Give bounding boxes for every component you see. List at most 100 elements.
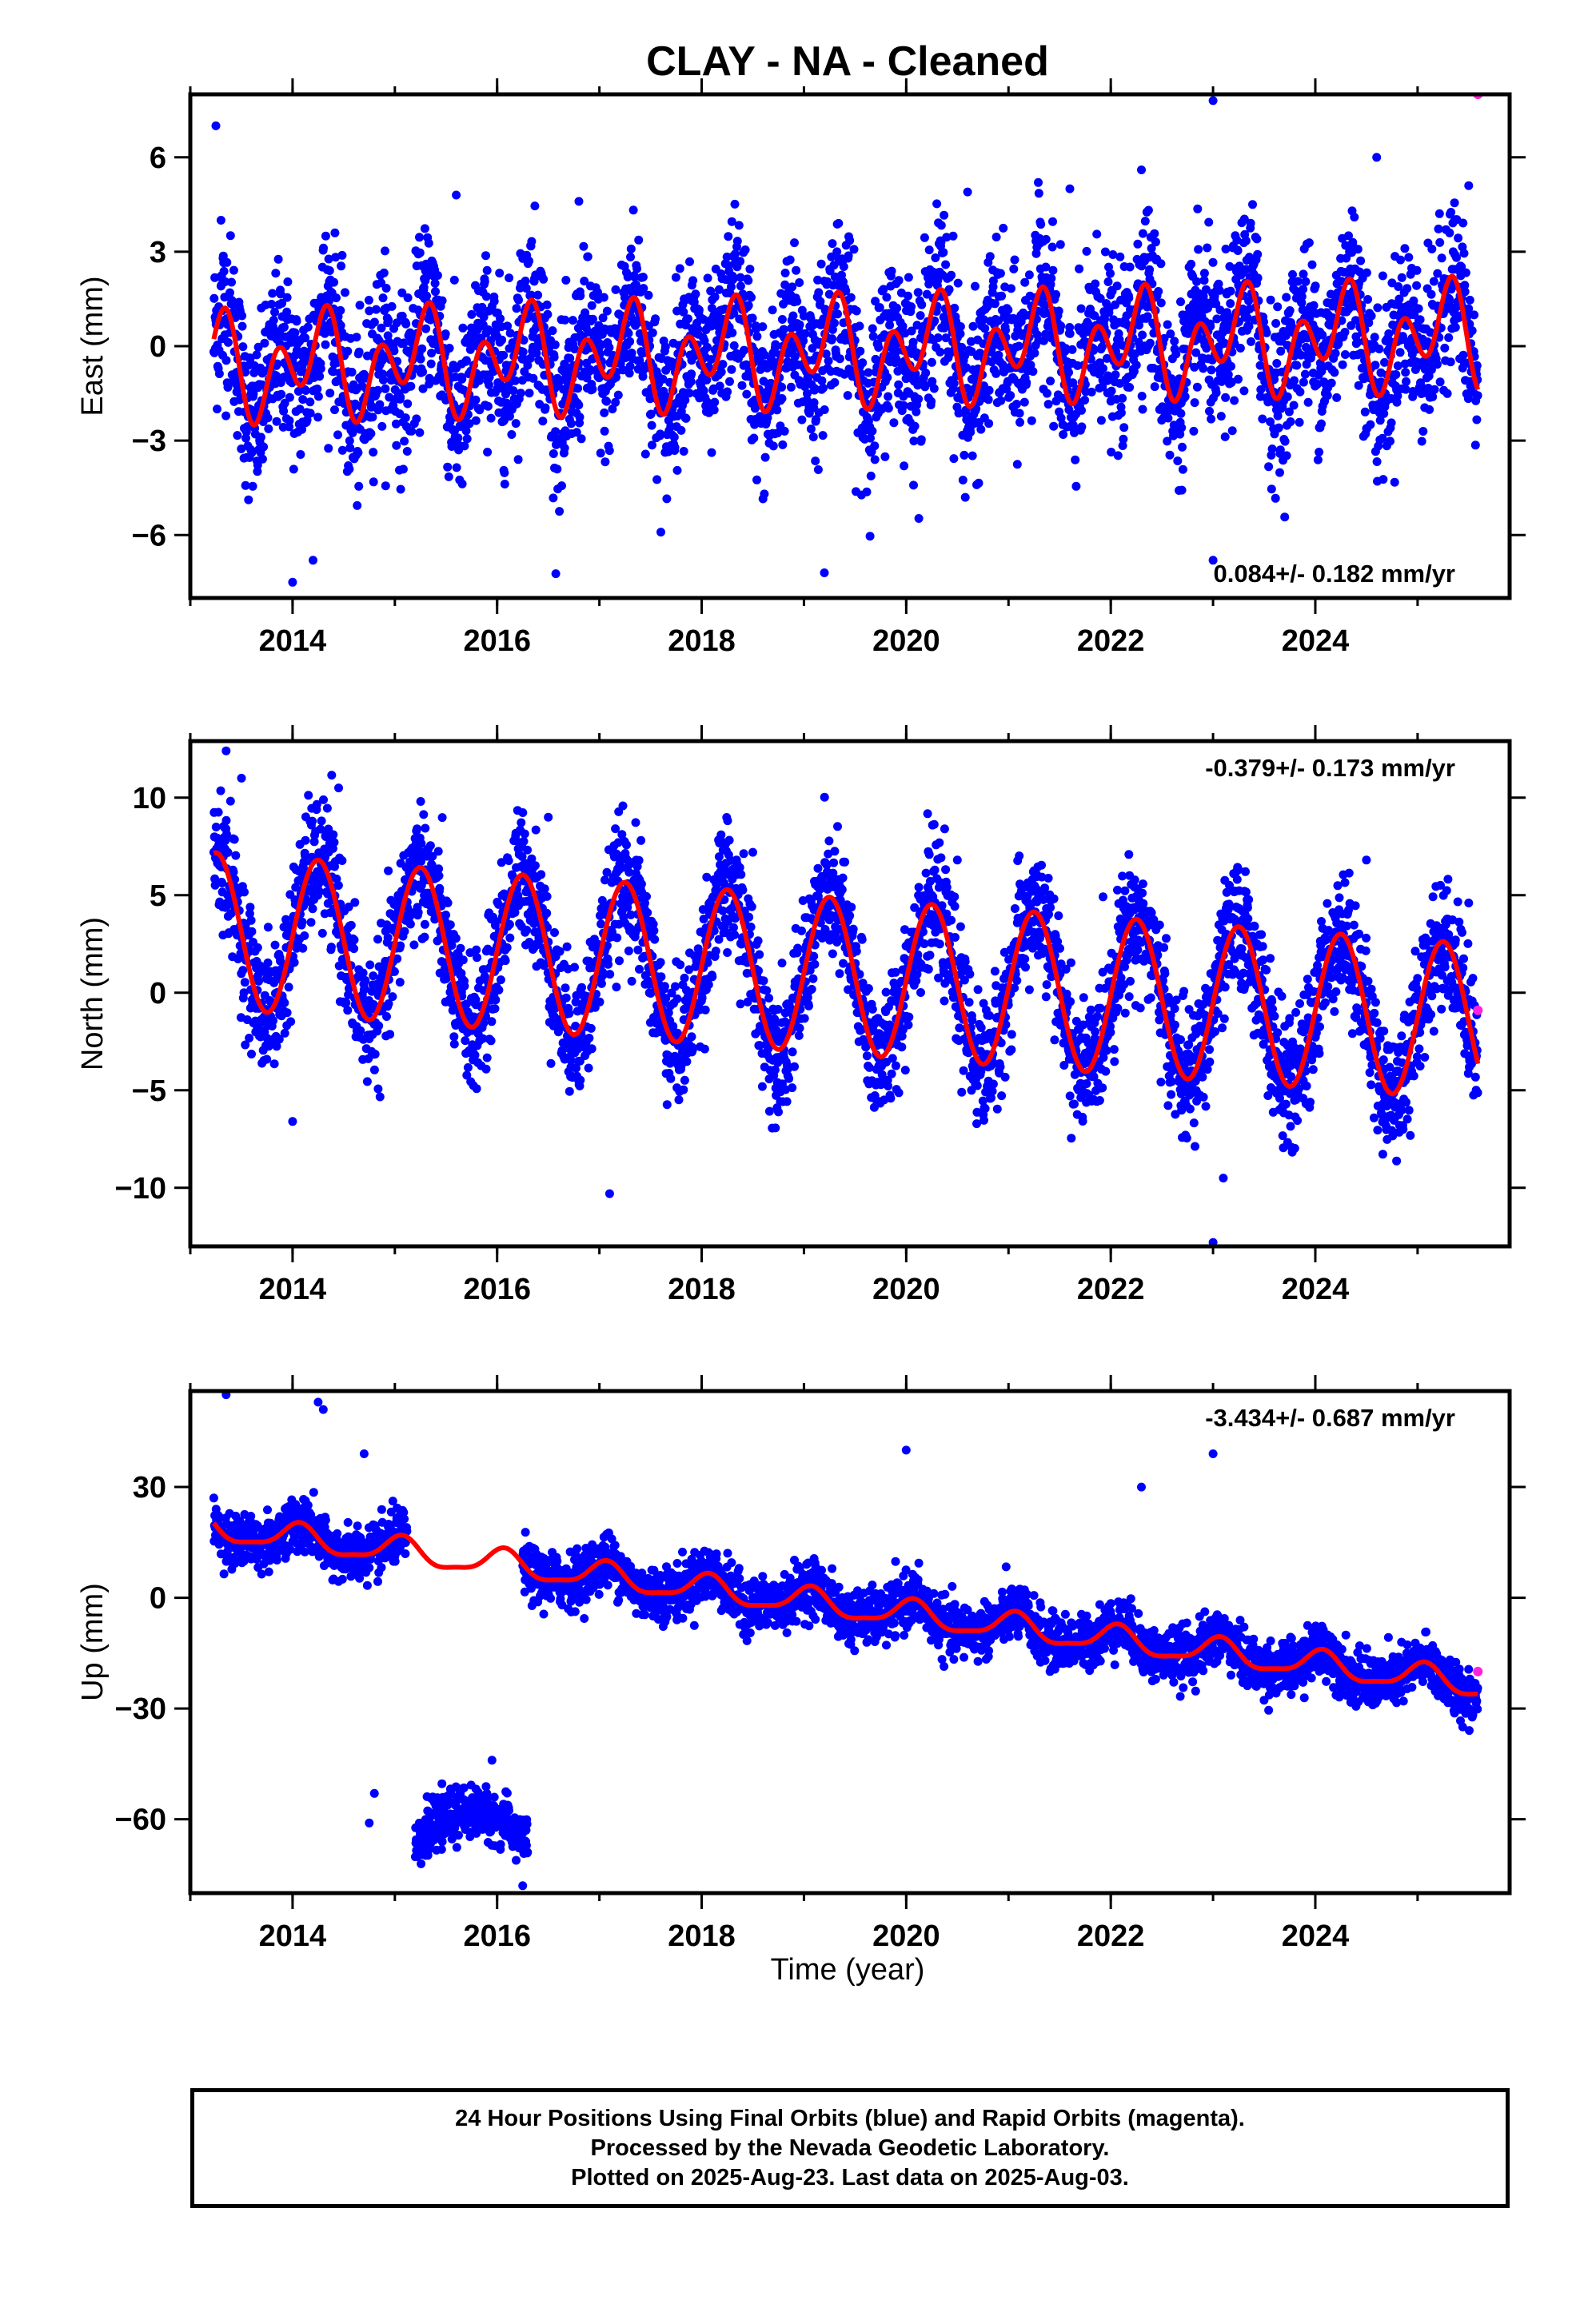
data-point: [547, 1059, 556, 1068]
data-point: [1098, 342, 1107, 351]
data-point: [604, 343, 613, 352]
data-point: [996, 269, 1005, 278]
data-point: [735, 221, 744, 229]
data-point: [1027, 417, 1036, 425]
data-point: [904, 273, 913, 282]
data-point: [596, 448, 605, 457]
data-point: [1117, 409, 1126, 417]
data-point: [731, 200, 740, 209]
data-point: [1007, 284, 1015, 293]
data-point: [226, 231, 235, 240]
data-point: [491, 1004, 500, 1013]
data-point: [1308, 261, 1317, 269]
data-point: [1301, 370, 1310, 379]
data-point: [780, 325, 788, 334]
data-point: [868, 427, 876, 436]
data-point: [356, 1026, 365, 1035]
data-point: [833, 309, 842, 318]
data-point: [1228, 426, 1237, 435]
data-point: [317, 365, 325, 373]
data-point: [787, 383, 796, 392]
data-point: [332, 293, 341, 302]
data-point: [388, 992, 397, 1001]
data-point: [343, 347, 352, 356]
data-point: [956, 322, 965, 331]
data-point: [330, 838, 339, 847]
data-point: [1414, 305, 1423, 313]
data-point: [1068, 345, 1077, 354]
data-point: [1028, 367, 1037, 376]
data-point: [817, 377, 826, 385]
data-point: [1217, 412, 1226, 421]
data-point: [1230, 397, 1239, 405]
data-point: [356, 301, 365, 309]
data-point: [1064, 368, 1073, 377]
data-point: [738, 381, 747, 390]
data-point: [744, 301, 753, 310]
data-point: [687, 377, 696, 386]
data-point: [984, 395, 993, 404]
data-point: [482, 292, 491, 301]
data-point: [557, 481, 566, 490]
data-point: [1459, 351, 1468, 360]
data-point: [748, 313, 757, 322]
data-point: [1290, 401, 1299, 410]
data-point: [297, 918, 306, 927]
data-point: [1171, 349, 1180, 358]
data-point: [503, 943, 512, 952]
data-point: [345, 444, 354, 452]
data-point: [1187, 260, 1195, 269]
data-point: [1194, 245, 1203, 254]
data-point: [1454, 233, 1462, 242]
data-point: [1282, 293, 1291, 301]
data-point: [453, 433, 462, 442]
data-point: [259, 443, 268, 452]
data-point: [602, 397, 611, 406]
data-point: [1212, 389, 1221, 397]
data-point: [717, 368, 726, 377]
data-point: [460, 982, 469, 991]
data-point: [349, 944, 358, 953]
data-point: [639, 372, 648, 381]
data-point: [676, 426, 685, 435]
data-point: [1310, 301, 1319, 310]
x-tick-label: 2024: [1282, 624, 1350, 658]
data-point: [1445, 295, 1454, 304]
data-point: [1047, 274, 1055, 283]
data-point: [314, 392, 323, 401]
data-point: [1207, 415, 1215, 424]
data-point: [671, 443, 680, 452]
data-point: [1221, 393, 1230, 402]
data-point: [1020, 278, 1029, 287]
data-point: [472, 417, 481, 425]
data-point: [600, 457, 609, 466]
data-point: [327, 771, 336, 779]
data-point: [909, 480, 918, 489]
data-point: [247, 916, 256, 925]
data-point: [473, 953, 481, 962]
data-point: [523, 846, 532, 855]
data-point: [230, 835, 239, 844]
data-point: [1087, 388, 1096, 397]
data-point: [792, 297, 801, 306]
data-point: [222, 258, 231, 267]
data-point: [1227, 362, 1235, 371]
data-point: [1271, 494, 1280, 503]
data-point: [414, 908, 423, 917]
data-point: [315, 372, 324, 381]
data-point: [880, 452, 889, 461]
data-point: [421, 824, 429, 833]
data-point: [1124, 293, 1133, 302]
data-point: [505, 856, 513, 865]
data-point: [1138, 331, 1147, 340]
data-point: [1272, 359, 1281, 368]
y-tick-label: −3: [132, 425, 166, 458]
data-point: [1418, 437, 1426, 446]
data-point: [267, 300, 276, 309]
data-point: [406, 920, 415, 929]
data-point: [532, 826, 541, 835]
data-point: [992, 233, 1001, 241]
data-point: [1275, 468, 1284, 477]
data-point: [553, 464, 561, 473]
